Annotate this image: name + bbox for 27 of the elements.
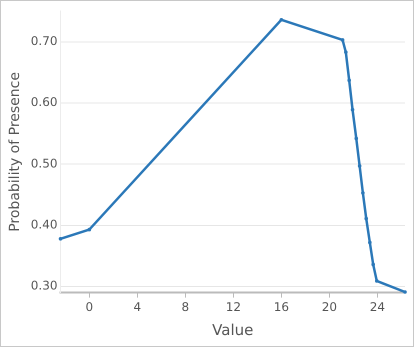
x-axis-title: Value	[212, 320, 254, 339]
point	[58, 236, 62, 241]
point	[347, 78, 351, 82]
y-axis-title: Probability of Presence	[7, 72, 24, 232]
x-tick-label: 16	[274, 300, 290, 314]
y-tick-label: 0.30	[30, 278, 58, 293]
point	[344, 50, 348, 54]
x-tick-label: 4	[134, 300, 142, 314]
point	[88, 228, 92, 232]
point	[350, 108, 354, 112]
point	[374, 279, 379, 283]
y-tick-label: 0.50	[30, 156, 58, 170]
y-tick-label: 0.70	[30, 34, 58, 48]
point	[403, 290, 407, 294]
y-tick-label: 0.40	[30, 217, 58, 232]
x-tick-label: 20	[322, 300, 338, 314]
point	[340, 38, 344, 42]
x-tick-label: 8	[182, 300, 190, 314]
point	[358, 164, 362, 168]
point	[368, 240, 372, 244]
y-tick-label: 0.60	[30, 95, 58, 110]
x-tick-label: 12	[226, 300, 241, 314]
point	[371, 262, 375, 266]
point	[280, 18, 284, 22]
x-tick-label: 0	[86, 300, 94, 314]
x-tick-label: 24	[370, 300, 386, 314]
point	[361, 191, 365, 195]
